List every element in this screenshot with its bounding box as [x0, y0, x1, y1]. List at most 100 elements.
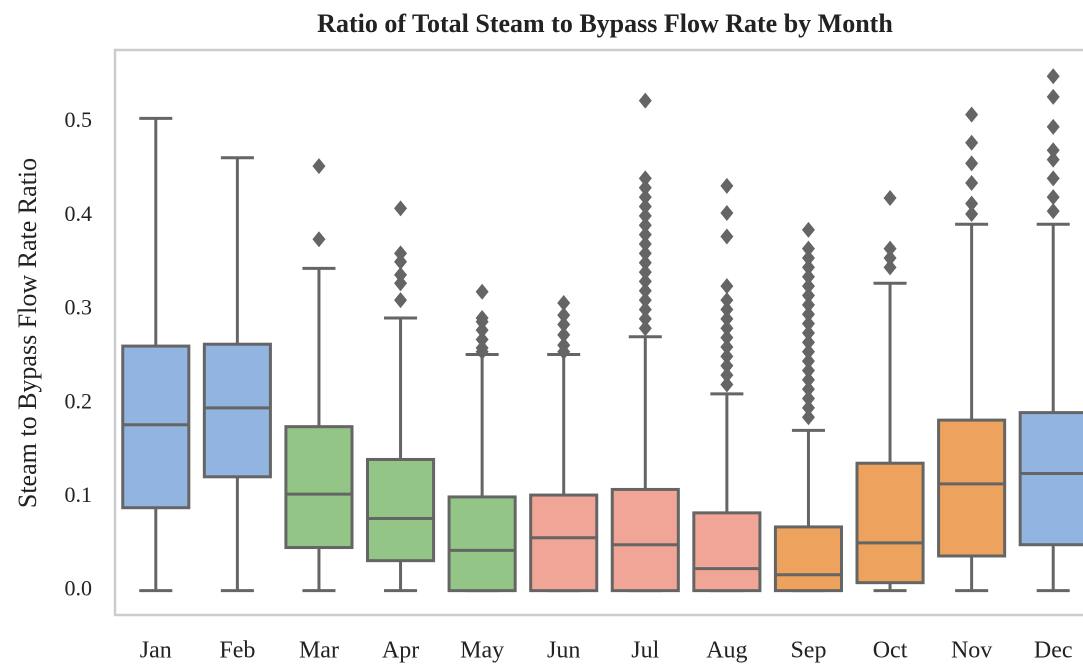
outlier: [638, 170, 652, 187]
outlier: [475, 313, 489, 330]
y-tick-label: 0.5: [65, 107, 93, 132]
outlier: [720, 278, 734, 295]
outlier: [720, 205, 734, 222]
outlier: [801, 240, 815, 257]
outlier: [475, 283, 489, 300]
x-tick-label: Nov: [951, 638, 992, 664]
box: [692, 511, 762, 593]
outlier: [638, 189, 652, 206]
outlier: [883, 250, 897, 267]
outlier: [475, 322, 489, 339]
outlier: [965, 175, 979, 192]
outlier: [801, 221, 815, 238]
outlier: [801, 334, 815, 351]
outlier: [720, 177, 734, 194]
outlier: [720, 348, 734, 365]
outlier: [394, 253, 408, 270]
x-tick-label: Mar: [299, 638, 339, 664]
y-tick-label: 0.1: [65, 482, 93, 507]
y-tick-label: 0.3: [65, 295, 93, 320]
outlier: [720, 367, 734, 384]
outlier: [394, 292, 408, 309]
outlier: [720, 292, 734, 309]
outlier: [965, 106, 979, 123]
x-tick-label: Jan: [140, 638, 172, 664]
outlier: [312, 158, 326, 175]
chart-title: Ratio of Total Steam to Bypass Flow Rate…: [317, 9, 893, 38]
outlier: [638, 301, 652, 318]
x-tick-label: May: [460, 638, 504, 664]
y-axis-label: Steam to Bypass Flow Rate Ratio: [13, 158, 42, 508]
outlier: [801, 343, 815, 360]
outlier: [557, 294, 571, 311]
box: [937, 418, 1007, 558]
outlier: [720, 339, 734, 356]
outlier: [801, 409, 815, 426]
outlier: [801, 268, 815, 285]
outlier: [1046, 170, 1060, 187]
outlier: [720, 329, 734, 346]
outlier: [638, 320, 652, 337]
outlier: [801, 381, 815, 398]
box: [121, 344, 191, 510]
box: [366, 457, 436, 563]
outlier: [638, 254, 652, 271]
x-tick-label: Jun: [547, 638, 580, 664]
outlier: [475, 343, 489, 360]
box: [773, 525, 843, 593]
outlier: [1046, 68, 1060, 85]
outlier: [638, 310, 652, 327]
outlier: [720, 228, 734, 245]
outlier: [801, 353, 815, 370]
outlier: [1046, 142, 1060, 159]
outlier: [1046, 189, 1060, 206]
outlier: [1046, 151, 1060, 168]
outlier: [557, 326, 571, 343]
outlier: [801, 259, 815, 276]
outlier: [965, 155, 979, 172]
outlier: [638, 264, 652, 281]
outlier: [883, 190, 897, 207]
box: [855, 461, 925, 585]
outlier: [638, 235, 652, 252]
box: [202, 342, 272, 479]
box: [610, 487, 680, 593]
outlier: [394, 275, 408, 292]
x-tick-label: Feb: [219, 638, 255, 664]
x-tick-label: Oct: [873, 638, 908, 664]
outlier: [394, 245, 408, 262]
outlier: [720, 310, 734, 327]
outlier: [720, 301, 734, 318]
outlier: [801, 287, 815, 304]
outlier: [557, 307, 571, 324]
outlier: [638, 273, 652, 290]
outlier: [1046, 88, 1060, 105]
outlier: [965, 205, 979, 222]
outlier: [557, 343, 571, 360]
outlier: [801, 296, 815, 313]
outlier: [638, 292, 652, 309]
outlier: [801, 250, 815, 267]
outlier: [883, 259, 897, 276]
box: [284, 425, 354, 550]
outlier: [638, 179, 652, 196]
outlier: [638, 226, 652, 243]
plot-frame: [113, 48, 1083, 617]
outlier: [801, 399, 815, 416]
y-tick-label: 0.4: [65, 201, 93, 226]
x-tick-label: Dec: [1034, 638, 1073, 664]
x-tick-label: Apr: [382, 638, 419, 664]
outlier: [720, 320, 734, 337]
outlier: [557, 316, 571, 333]
outlier: [720, 357, 734, 374]
outlier: [801, 390, 815, 407]
outlier: [801, 306, 815, 323]
outlier: [475, 331, 489, 348]
outlier: [638, 92, 652, 109]
outlier: [801, 324, 815, 341]
y-tick-label: 0.0: [65, 576, 93, 601]
x-tick-label: Aug: [706, 638, 747, 664]
outlier: [965, 195, 979, 212]
x-tick-label: Sep: [790, 638, 826, 664]
box: [1018, 411, 1083, 547]
